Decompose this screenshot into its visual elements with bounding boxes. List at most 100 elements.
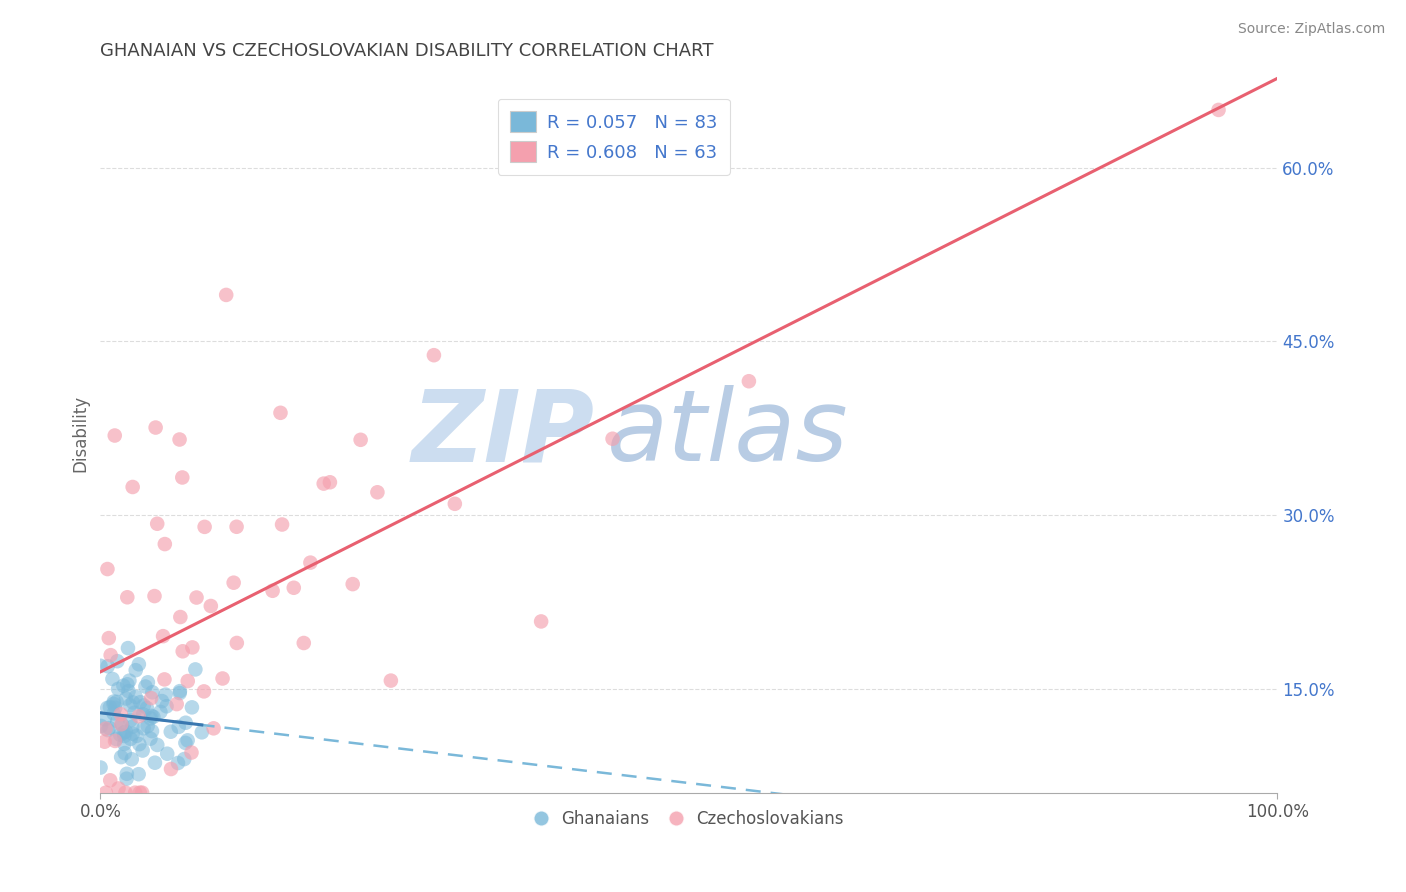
Point — [122, 695, 145, 709]
Point — [150, 694, 173, 708]
Point — [105, 731, 128, 746]
Point — [149, 705, 172, 719]
Point — [121, 727, 143, 741]
Point — [139, 731, 162, 746]
Point — [105, 695, 128, 709]
Point — [155, 688, 177, 702]
Point — [115, 772, 138, 786]
Point — [200, 599, 222, 613]
Point — [299, 556, 322, 570]
Point — [181, 700, 204, 714]
Point — [186, 591, 208, 605]
Point — [738, 374, 761, 388]
Point — [159, 724, 181, 739]
Point — [312, 476, 335, 491]
Point — [112, 729, 135, 743]
Point — [114, 786, 136, 800]
Point — [132, 721, 155, 735]
Point — [112, 679, 135, 693]
Point — [112, 737, 135, 751]
Text: Source: ZipAtlas.com: Source: ZipAtlas.com — [1237, 22, 1385, 37]
Point — [146, 516, 169, 531]
Point — [128, 737, 150, 751]
Point — [110, 750, 132, 764]
Point — [174, 715, 197, 730]
Point — [105, 714, 128, 728]
Point — [114, 746, 136, 760]
Point — [117, 641, 139, 656]
Point — [103, 697, 125, 711]
Point — [110, 717, 132, 731]
Point — [225, 636, 247, 650]
Text: atlas: atlas — [606, 385, 848, 483]
Point — [111, 717, 134, 731]
Point — [112, 725, 135, 739]
Point — [98, 773, 121, 788]
Point — [139, 711, 162, 725]
Y-axis label: Disability: Disability — [72, 395, 89, 473]
Point — [118, 673, 141, 688]
Point — [292, 636, 315, 650]
Point — [152, 629, 174, 643]
Point — [141, 709, 163, 723]
Point — [121, 720, 143, 734]
Point — [128, 786, 150, 800]
Point — [141, 724, 163, 739]
Point — [117, 591, 139, 605]
Point — [169, 686, 191, 700]
Point — [211, 672, 233, 686]
Point — [349, 433, 371, 447]
Point — [169, 684, 191, 698]
Point — [118, 698, 141, 713]
Point — [103, 694, 125, 708]
Point — [117, 677, 139, 691]
Point — [96, 562, 118, 576]
Point — [121, 480, 143, 494]
Point — [136, 675, 159, 690]
Point — [139, 691, 162, 706]
Point — [174, 736, 197, 750]
Point — [222, 575, 245, 590]
Point — [120, 714, 142, 728]
Point — [145, 420, 167, 434]
Point — [180, 746, 202, 760]
Point — [94, 712, 117, 726]
Point — [124, 690, 146, 704]
Point — [93, 735, 115, 749]
Point — [191, 725, 214, 739]
Point — [169, 610, 191, 624]
Point — [107, 781, 129, 796]
Point — [124, 786, 146, 800]
Point — [97, 631, 120, 645]
Point — [271, 517, 294, 532]
Point — [96, 701, 118, 715]
Point — [104, 428, 127, 442]
Point — [319, 475, 342, 490]
Point — [444, 497, 467, 511]
Point — [90, 760, 112, 774]
Point — [128, 657, 150, 672]
Point — [110, 707, 132, 722]
Point — [262, 583, 284, 598]
Point — [134, 680, 156, 694]
Point — [121, 752, 143, 766]
Point — [167, 756, 190, 770]
Point — [160, 762, 183, 776]
Point — [90, 719, 112, 733]
Point — [181, 640, 204, 655]
Point — [146, 738, 169, 752]
Point — [283, 581, 305, 595]
Point — [602, 432, 624, 446]
Point — [105, 654, 128, 668]
Point — [110, 728, 132, 742]
Point — [101, 672, 124, 686]
Point — [166, 697, 188, 711]
Point — [142, 710, 165, 724]
Point — [202, 722, 225, 736]
Point — [169, 433, 191, 447]
Point — [153, 673, 176, 687]
Point — [269, 406, 291, 420]
Point — [132, 698, 155, 713]
Point — [380, 673, 402, 688]
Point — [184, 662, 207, 676]
